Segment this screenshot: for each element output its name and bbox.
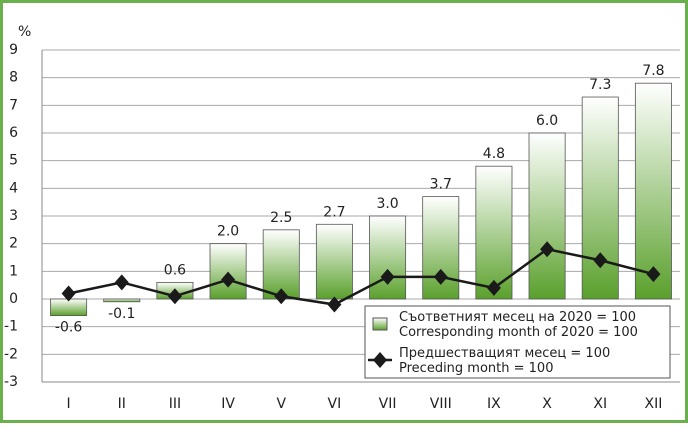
y-tick-label: 4 — [9, 180, 18, 196]
legend-label: Предшестващият месец = 100 Preceding mont… — [399, 346, 610, 376]
value-label: 2.7 — [323, 204, 345, 220]
y-tick-label: 2 — [9, 236, 18, 252]
x-tick-label: IX — [487, 396, 501, 412]
x-tick-label: VIII — [430, 396, 452, 412]
x-tick-label: I — [67, 396, 71, 412]
value-label: -0.6 — [55, 320, 82, 336]
value-label: 3.0 — [376, 196, 398, 212]
line-marker — [221, 271, 236, 288]
x-tick-label: V — [276, 396, 286, 412]
bar — [369, 215, 407, 300]
y-tick-label: 1 — [9, 263, 18, 279]
x-tick-label: IV — [221, 396, 235, 412]
value-label: 4.8 — [483, 146, 505, 162]
line-marker — [327, 296, 342, 313]
y-axis-label: % — [18, 24, 31, 40]
x-tick-label: VI — [328, 396, 342, 412]
x-tick-label: III — [169, 396, 181, 412]
line-marker — [486, 279, 501, 296]
bar — [209, 243, 247, 300]
bar — [528, 132, 566, 300]
line-marker — [167, 288, 182, 305]
y-tick-label: -2 — [4, 346, 18, 362]
bar — [475, 165, 513, 300]
y-tick-label: 6 — [9, 125, 18, 141]
value-label: 6.0 — [536, 113, 558, 129]
y-tick-label: 3 — [9, 208, 18, 224]
y-tick-label: 5 — [9, 153, 18, 169]
x-tick-label: XII — [644, 396, 662, 412]
value-label: 2.0 — [217, 224, 239, 240]
value-label: 7.3 — [589, 77, 611, 93]
line-marker — [646, 266, 661, 283]
line-marker — [114, 274, 129, 291]
x-tick-label: II — [118, 396, 126, 412]
line — [68, 247, 654, 306]
legend-swatch — [372, 317, 388, 331]
line-marker — [540, 241, 555, 258]
bar — [103, 298, 141, 303]
line-marker — [61, 285, 76, 302]
value-label: 2.5 — [270, 210, 292, 226]
y-tick-label: 0 — [9, 291, 18, 307]
bar — [315, 223, 353, 300]
y-tick-label: 9 — [9, 42, 18, 58]
legend-marker — [373, 352, 387, 368]
x-tick-label: VII — [379, 396, 397, 412]
line-marker — [380, 268, 395, 285]
bar — [634, 82, 672, 300]
bar — [50, 298, 88, 317]
value-label: 3.7 — [430, 177, 452, 193]
legend-label: Съответният месец на 2020 = 100 Correspon… — [399, 310, 638, 340]
value-label: -0.1 — [108, 306, 135, 322]
value-label: 0.6 — [164, 262, 186, 278]
y-tick-label: -3 — [4, 374, 18, 390]
y-tick-label: 8 — [9, 70, 18, 86]
y-tick-label: -1 — [4, 319, 18, 335]
x-tick-label: XI — [593, 396, 607, 412]
y-tick-label: 7 — [9, 97, 18, 113]
line-marker — [274, 288, 289, 305]
bar — [581, 96, 619, 300]
value-label: 7.8 — [642, 63, 664, 79]
bar — [262, 229, 300, 300]
legend — [364, 305, 671, 379]
line-marker — [433, 268, 448, 285]
line-marker — [593, 252, 608, 269]
x-tick-label: X — [542, 396, 552, 412]
